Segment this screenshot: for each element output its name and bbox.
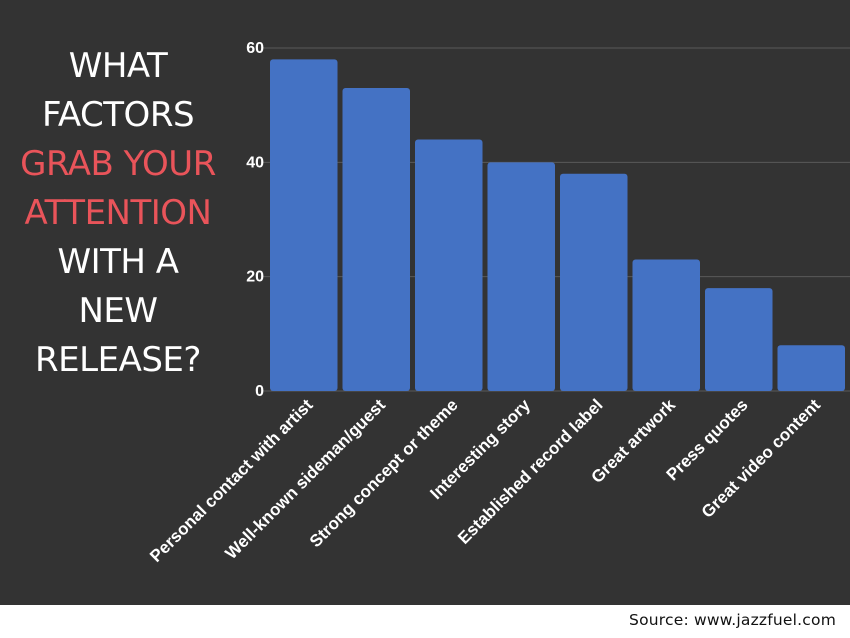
headline-line: WHAT [68,46,168,86]
y-tick-label: 40 [246,154,264,171]
headline-line: FACTORS [41,95,195,135]
y-tick-label: 0 [255,383,264,400]
bar [487,162,555,391]
headline-line: ATTENTION [24,193,212,233]
headline-line: WITH A [57,242,179,282]
bar [415,139,483,391]
y-axis-ticks: 0 20 40 60 [246,40,264,400]
headline-line: GRAB YOUR [20,144,216,184]
bar [270,59,338,391]
y-tick-label: 60 [246,40,264,57]
category-label: Great video content [698,395,825,522]
source-credit: Source: www.jazzfuel.com [629,611,836,629]
headline-line: NEW [78,291,158,331]
category-label: Strong concept or theme [306,395,462,551]
category-label: Established record label [454,395,606,547]
bar [705,288,773,391]
bar-chart: 0 20 40 60 Personal contact with artistWell… [146,40,850,566]
bar [560,173,628,391]
bars [270,59,845,392]
headline: WHAT FACTORS GRAB YOUR ATTENTION WITH A NEW RE… [0,42,236,385]
y-tick-label: 20 [246,269,264,286]
bar [632,259,700,391]
bar [342,88,410,392]
headline-line: RELEASE? [35,340,201,380]
bar [777,345,845,391]
